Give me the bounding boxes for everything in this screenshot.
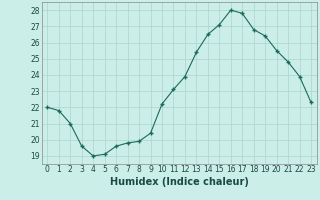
X-axis label: Humidex (Indice chaleur): Humidex (Indice chaleur): [110, 177, 249, 187]
